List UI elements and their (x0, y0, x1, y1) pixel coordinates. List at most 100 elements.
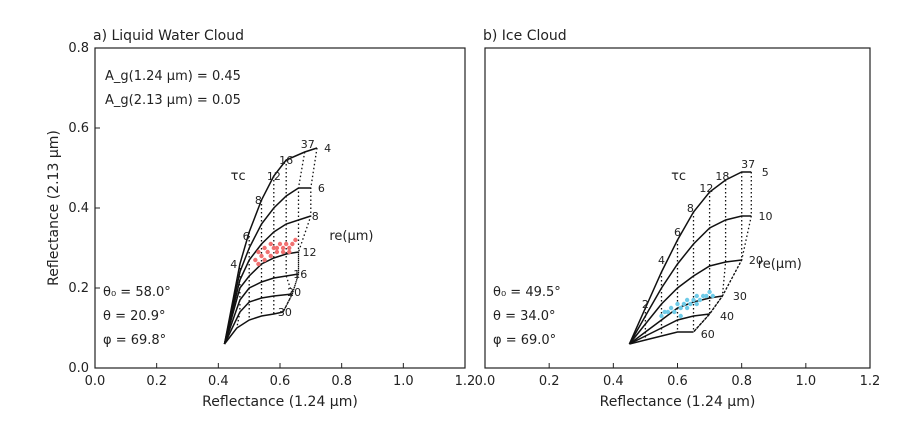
observation-point (287, 249, 292, 255)
tau-curve (693, 192, 711, 333)
panel-title: a) Liquid Water Cloud (93, 28, 244, 44)
x-tick-label: 0.2 (146, 374, 167, 389)
observation-point (704, 293, 709, 299)
re-label: 8 (312, 210, 319, 223)
observation-point (681, 301, 687, 307)
observation-point (675, 301, 680, 307)
tau-label: 12 (699, 182, 713, 195)
tau-label: 6 (243, 230, 250, 243)
observation-point (691, 297, 696, 303)
observation-point (262, 257, 267, 263)
re-label: 30 (733, 290, 747, 303)
re-curve-4 (223, 147, 318, 345)
re-symbol: re(µm) (329, 229, 373, 244)
re-curve-10 (628, 215, 752, 345)
re-label: 60 (701, 328, 715, 341)
re-label: 4 (324, 142, 331, 155)
observation-point (668, 305, 674, 311)
tau-symbol: τc (231, 169, 246, 184)
x-axis-title: Reflectance (1.24 µm) (202, 394, 358, 410)
albedo-annotation: A_g(2.13 µm) = 0.05 (105, 93, 241, 108)
observation-point (280, 245, 286, 251)
geometry-annotation: θ₀ = 58.0° (103, 285, 171, 300)
observation-point (280, 249, 286, 255)
y-tick-label: 0.6 (68, 121, 89, 136)
observation-point (688, 301, 693, 307)
observation-point (256, 249, 261, 255)
tau-curve (693, 172, 752, 333)
panel-title: b) Ice Cloud (483, 28, 567, 44)
x-tick-label: 0.8 (331, 374, 352, 389)
geometry-annotation: θ = 34.0° (493, 309, 556, 324)
tau-label: 18 (715, 170, 729, 183)
re-label: 20 (287, 286, 301, 299)
observation-point (662, 309, 667, 315)
observation-point (707, 289, 712, 295)
observation-point (256, 261, 261, 267)
x-tick-label: 1.0 (393, 374, 414, 389)
tau-label: 4 (230, 258, 237, 271)
x-tick-label: 0.2 (539, 374, 560, 389)
tau-label: 12 (267, 170, 281, 183)
re-curve-20 (628, 259, 742, 345)
re-label: 5 (762, 166, 769, 179)
observation-point (710, 293, 715, 299)
observation-point (290, 241, 295, 247)
re-label: 16 (293, 268, 307, 281)
observation-point (268, 253, 273, 259)
tau-curve (282, 147, 318, 313)
re-curve-8 (223, 215, 312, 345)
y-tick-label: 0.4 (68, 201, 89, 216)
tau-label: 8 (255, 194, 262, 207)
y-axis-title: Reflectance (2.13 µm) (46, 130, 62, 286)
observation-point (265, 249, 270, 255)
tau-curve (693, 172, 743, 333)
tau-label: 8 (687, 202, 694, 215)
tau-curve (236, 264, 241, 329)
observation-point (274, 249, 280, 255)
observation-point (665, 309, 671, 315)
observation-point (678, 305, 683, 311)
observation-point (694, 293, 699, 299)
observation-point (283, 241, 289, 247)
geometry-annotation: θ = 20.9° (103, 309, 166, 324)
geometry-annotation: θ₀ = 49.5° (493, 285, 561, 300)
x-tick-label: 0.0 (85, 374, 106, 389)
tau-curve (282, 160, 294, 313)
observation-point (277, 241, 283, 247)
observation-point (700, 293, 706, 299)
x-tick-label: 0.4 (603, 374, 624, 389)
x-tick-label: 0.8 (731, 374, 752, 389)
x-tick-label: 0.6 (667, 374, 688, 389)
x-tick-label: 0.6 (270, 374, 291, 389)
tau-label: 37 (741, 158, 755, 171)
x-tick-label: 0.0 (475, 374, 496, 389)
y-tick-label: 0.2 (68, 281, 89, 296)
x-tick-label: 1.0 (795, 374, 816, 389)
observation-point (684, 297, 690, 303)
re-curve-40 (629, 313, 710, 345)
tau-curve (282, 151, 306, 313)
x-tick-label: 1.2 (860, 374, 881, 389)
re-label: 30 (278, 306, 292, 319)
re-curve-6 (223, 187, 311, 345)
geometry-annotation: φ = 69.0° (493, 333, 556, 348)
tau-label: 2 (642, 298, 649, 311)
x-axis-title: Reflectance (1.24 µm) (600, 394, 756, 410)
y-tick-label: 0.8 (68, 41, 89, 56)
re-curve-30 (223, 311, 284, 345)
observation-point (274, 245, 280, 251)
x-tick-label: 1.2 (455, 374, 476, 389)
tau-label: 6 (674, 226, 681, 239)
tau-symbol: τc (671, 169, 686, 184)
albedo-annotation: A_g(1.24 µm) = 0.45 (105, 69, 241, 84)
tau-label: 16 (279, 154, 293, 167)
observation-point (271, 245, 277, 251)
re-label: 40 (720, 310, 734, 323)
re-symbol: re(µm) (758, 257, 802, 272)
tau-label: 37 (301, 138, 315, 151)
observation-point (659, 313, 664, 319)
re-label: 20 (749, 254, 763, 267)
geometry-annotation: φ = 69.8° (103, 333, 166, 348)
